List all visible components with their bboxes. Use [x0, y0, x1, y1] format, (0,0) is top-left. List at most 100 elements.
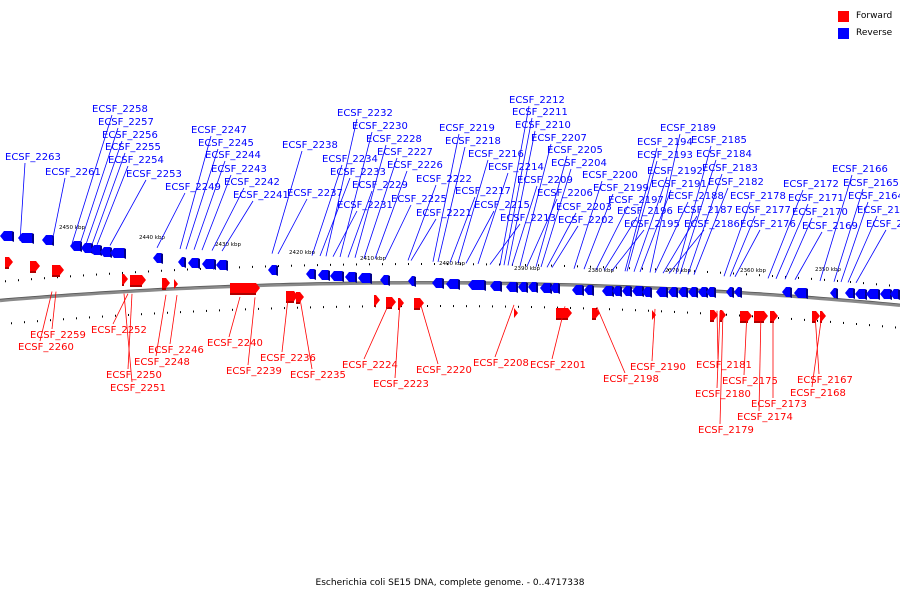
reverse-gene-label: ECSF_2244	[205, 150, 261, 161]
reverse-gene-label: ECSF_2164	[848, 191, 900, 202]
minor-tick	[369, 263, 370, 266]
reverse-gene-label: ECSF_2197	[608, 195, 664, 206]
reverse-gene-leader	[477, 172, 509, 265]
reverse-gene-leader	[784, 217, 813, 280]
reverse-gene-leader	[332, 210, 358, 257]
reverse-gene-shadow	[314, 269, 316, 280]
reverse-gene-leader	[221, 200, 254, 252]
reverse-gene-label: ECSF_2228	[366, 134, 422, 145]
minor-tick	[629, 267, 630, 270]
reverse-gene-leader	[193, 160, 226, 250]
reverse-gene-leader	[410, 218, 437, 261]
reverse-gene-label: ECSF_2254	[108, 155, 164, 166]
reverse-gene-label: ECSF_2202	[558, 215, 614, 226]
reverse-gene-leader	[384, 204, 412, 260]
reverse-gene-label: ECSF_2243	[211, 164, 267, 175]
forward-gene-leader	[394, 301, 401, 379]
reverse-gene-shadow	[732, 287, 734, 298]
reverse-gene-shadow	[853, 288, 855, 299]
minor-tick	[648, 309, 649, 312]
forward-gene-feature	[812, 311, 820, 321]
reverse-gene-leader	[723, 201, 751, 277]
forward-gene-label: ECSF_2175	[722, 376, 778, 387]
forward-gene-leader	[112, 293, 129, 325]
minor-tick	[564, 264, 565, 267]
forward-gene-label: ECSF_2236	[260, 353, 316, 364]
forward-gene-shadow	[770, 321, 774, 323]
reverse-gene-leader	[833, 188, 864, 282]
minor-tick	[635, 309, 636, 312]
minor-tick	[258, 307, 259, 310]
reverse-gene-label: ECSF_2200	[582, 170, 638, 181]
forward-gene-label: ECSF_2224	[342, 360, 398, 371]
reverse-gene-shadow	[161, 253, 163, 264]
minor-tick	[362, 305, 363, 308]
reverse-gene-leader	[595, 205, 629, 270]
reverse-gene-label: ECSF_2183	[702, 163, 758, 174]
minor-tick	[739, 314, 740, 317]
reverse-gene-leader	[511, 185, 538, 266]
minor-tick	[733, 272, 734, 275]
reverse-gene-leader	[51, 177, 66, 243]
minor-tick	[616, 266, 617, 269]
reverse-gene-feature	[688, 287, 696, 297]
reverse-gene-leader	[91, 152, 126, 245]
reverse-gene-feature	[734, 287, 740, 297]
reverse-gene-shadow	[214, 259, 216, 270]
reverse-gene-leader	[633, 176, 668, 272]
forward-gene-feature	[398, 298, 404, 308]
axis-tick-label: 2420 kbp	[289, 250, 315, 256]
reverse-gene-feature	[726, 287, 732, 297]
reverse-gene-leader	[363, 157, 398, 259]
reverse-gene-shadow	[370, 273, 372, 284]
reverse-gene-shadow	[558, 283, 560, 294]
reverse-gene-feature	[890, 289, 898, 299]
reverse-gene-shadow	[582, 285, 584, 296]
forward-gene-leader	[743, 311, 748, 376]
forward-gene-shadow	[230, 293, 256, 295]
minor-tick	[382, 263, 383, 266]
reverse-gene-label: ECSF_2193	[637, 150, 693, 161]
reverse-gene-feature	[306, 269, 314, 279]
forward-swatch	[838, 10, 849, 22]
reverse-gene-leader	[457, 159, 489, 264]
reverse-gene-leader	[503, 117, 533, 266]
minor-tick	[525, 264, 526, 267]
reverse-gene-leader	[573, 180, 603, 269]
reverse-gene-label: ECSF_2207	[531, 133, 587, 144]
reverse-gene-shadow	[790, 287, 792, 298]
minor-tick	[479, 305, 480, 308]
reverse-gene-label: ECSF_2166	[832, 164, 888, 175]
forward-gene-label: ECSF_2223	[373, 379, 429, 390]
reverse-gene-feature	[518, 282, 526, 292]
reverse-gene-feature	[540, 283, 550, 293]
legend-reverse-label: Reverse	[856, 28, 893, 38]
forward-gene-feature	[414, 298, 424, 308]
forward-gene-shadow	[5, 267, 9, 269]
forward-gene-shadow	[592, 318, 596, 320]
minor-tick	[11, 322, 12, 325]
minor-tick	[265, 265, 266, 268]
minor-tick	[661, 310, 662, 313]
minor-tick	[707, 270, 708, 273]
reverse-gene-feature	[782, 287, 790, 297]
reverse-gene-feature	[18, 233, 32, 243]
reverse-gene-label: ECSF_2249	[165, 182, 221, 193]
reverse-gene-label: ECSF_2255	[105, 142, 161, 153]
reverse-gene-label: ECSF_2214	[488, 162, 544, 173]
forward-gene-feature	[230, 283, 260, 293]
reverse-gene-feature	[42, 235, 52, 245]
minor-tick	[577, 265, 578, 268]
forward-gene-shadow	[720, 320, 722, 322]
reverse-gene-leader	[855, 229, 887, 283]
reverse-gene-label: ECSF_2229	[352, 180, 408, 191]
minor-tick	[395, 263, 396, 266]
reverse-gene-leader	[19, 162, 26, 242]
reverse-gene-label: ECSF_2165	[843, 178, 899, 189]
reverse-gene-shadow	[458, 279, 460, 290]
axis-tick-label: 2440 kbp	[139, 235, 165, 241]
reverse-gene-leader	[583, 193, 614, 270]
minor-tick	[330, 263, 331, 266]
minor-tick	[434, 263, 435, 266]
minor-tick	[317, 264, 318, 267]
